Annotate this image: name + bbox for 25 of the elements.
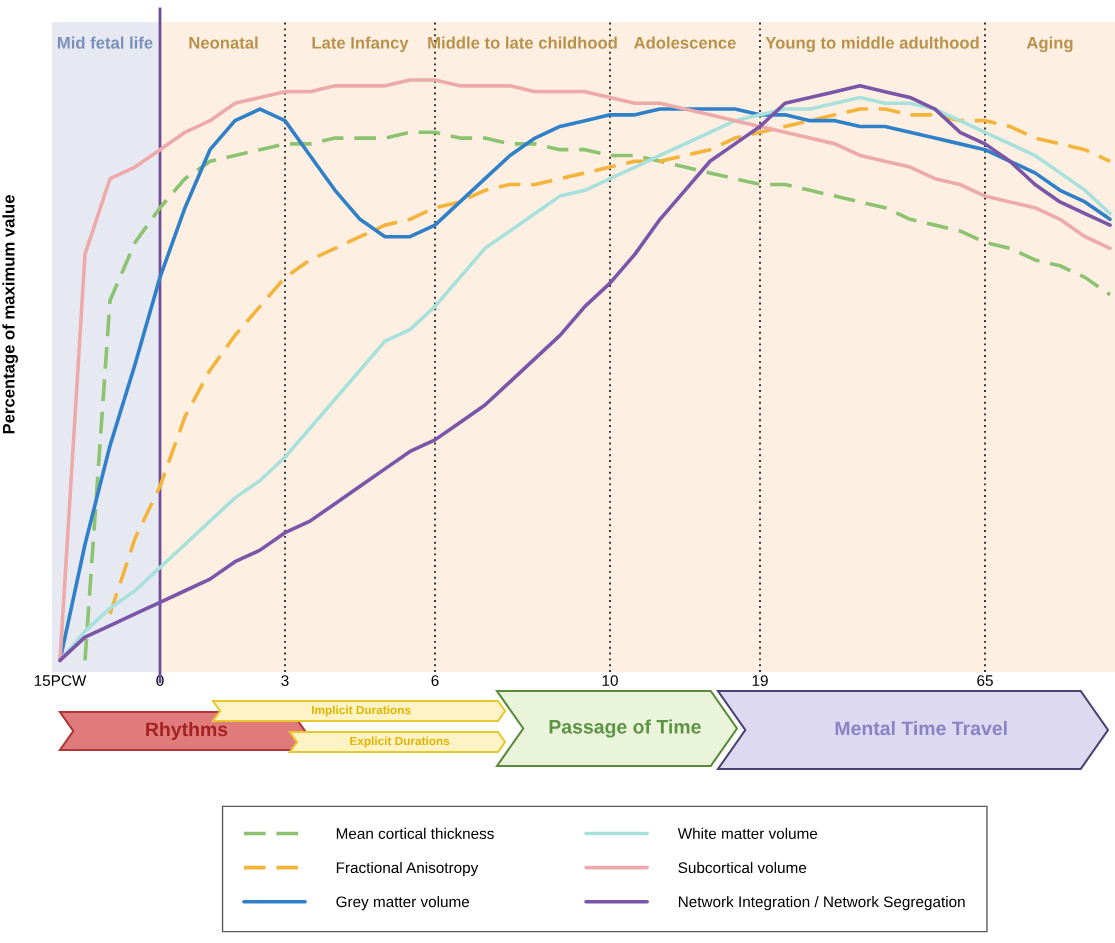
band-label: Mid fetal life [57, 36, 153, 49]
text: Explicit Durations [350, 736, 450, 748]
text: Neonatal [189, 36, 258, 49]
legend-label: Grey matter volume [336, 895, 470, 911]
text: Mental Time Travel [835, 720, 1007, 736]
x-tick-label: 19 [752, 675, 768, 686]
x-tick-label: 65 [977, 675, 993, 686]
text: Aging [1026, 36, 1073, 53]
x-tick-label: 3 [281, 675, 289, 686]
text: Implicit Durations [312, 705, 411, 717]
legend-label: Mean cortical thickness [336, 827, 494, 839]
legend-label: Network Integration / Network Segregation [678, 895, 965, 911]
text: Rhythms [146, 721, 228, 741]
x-tick-label: 10 [602, 675, 618, 686]
y-axis-title: Percentage of maximum value [2, 195, 18, 434]
legend-label: White matter volume [677, 827, 818, 839]
legend-label: Subcortical volume [678, 861, 807, 874]
text: Middle to late childhood [428, 36, 617, 49]
text: Passage of Time [549, 719, 701, 738]
text: Late Infancy [312, 36, 409, 53]
x-tick-label: 6 [431, 675, 439, 686]
x-tick-label: 15PCW [34, 675, 87, 686]
text: Adolescence [634, 36, 736, 49]
legend-label: Fractional Anisotropy [336, 861, 479, 877]
text: Young to middle adulthood [765, 36, 979, 53]
